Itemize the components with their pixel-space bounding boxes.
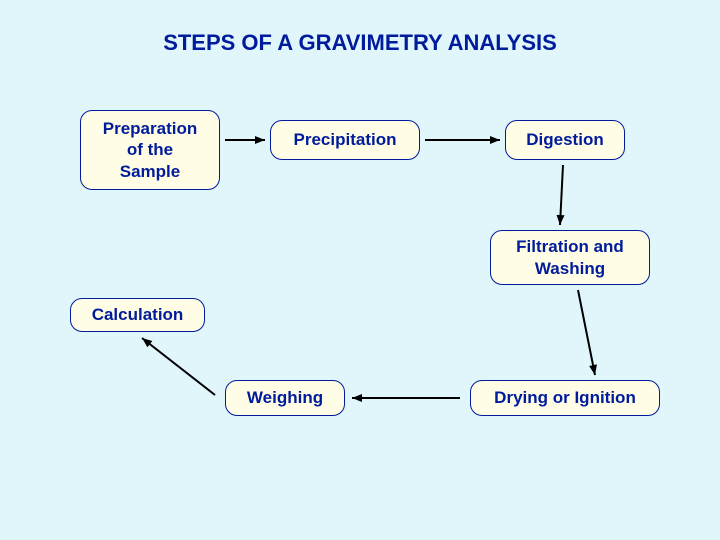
arrow-filtration-to-drying [578, 290, 597, 375]
node-digestion: Digestion [505, 120, 625, 160]
node-filtration: Filtration and Washing [490, 230, 650, 285]
arrow-weighing-to-calculation [142, 338, 215, 395]
node-calculation: Calculation [70, 298, 205, 332]
arrow-precipitation-to-digestion [425, 136, 500, 144]
arrow-drying-to-weighing [352, 394, 460, 402]
node-preparation: Preparation of the Sample [80, 110, 220, 190]
arrow-preparation-to-precipitation [225, 136, 265, 144]
node-weighing: Weighing [225, 380, 345, 416]
arrow-digestion-to-filtration [557, 165, 565, 225]
diagram-title: STEPS OF A GRAVIMETRY ANALYSIS [0, 30, 720, 56]
node-drying: Drying or Ignition [470, 380, 660, 416]
node-precipitation: Precipitation [270, 120, 420, 160]
